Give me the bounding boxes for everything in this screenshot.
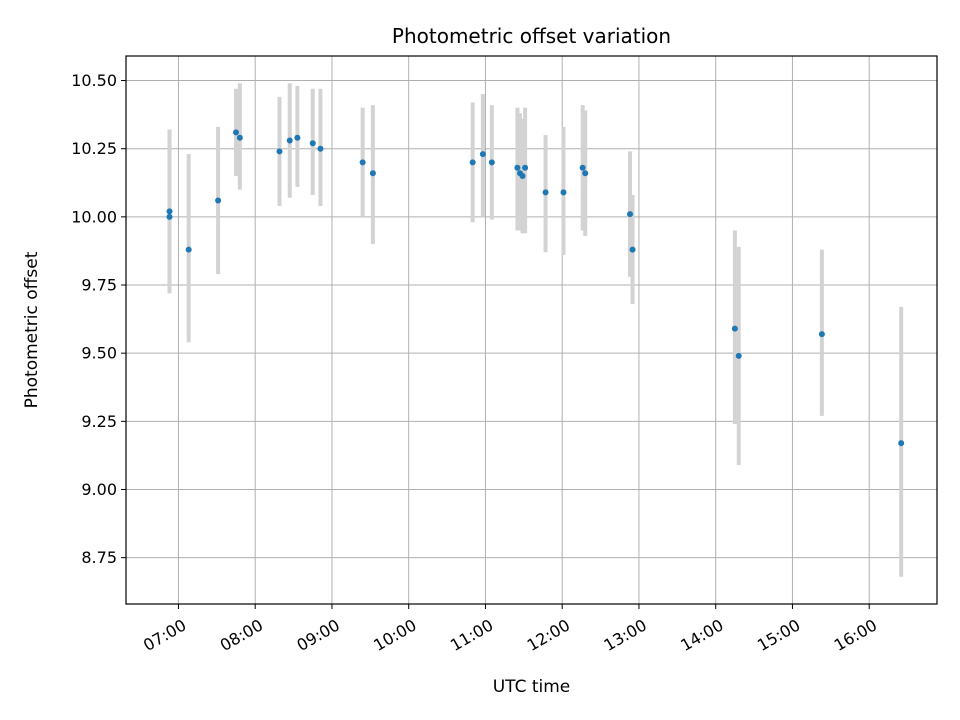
y-tick-label: 9.00 — [81, 480, 117, 499]
data-point — [276, 148, 283, 155]
x-axis-title: UTC time — [493, 677, 571, 697]
data-point — [215, 197, 222, 204]
x-tick-label: 12:00 — [524, 615, 573, 655]
data-points — [166, 129, 905, 447]
data-point — [488, 159, 495, 166]
data-point — [542, 189, 549, 196]
data-point — [286, 137, 293, 144]
x-tick-label: 13:00 — [601, 615, 650, 655]
data-point — [560, 189, 567, 196]
data-point — [818, 331, 825, 338]
x-tick-label: 15:00 — [754, 615, 803, 655]
data-point — [317, 145, 324, 152]
data-point — [479, 151, 486, 158]
y-axis-title: Photometric offset — [22, 251, 42, 408]
chart-title: Photometric offset variation — [392, 24, 671, 48]
data-point — [185, 246, 192, 253]
data-point — [469, 159, 476, 166]
data-point — [522, 164, 529, 171]
data-point — [514, 164, 521, 171]
data-point — [735, 352, 742, 359]
y-tick-label: 10.25 — [71, 139, 117, 158]
y-tick-label: 9.50 — [81, 344, 117, 363]
data-point — [309, 140, 316, 147]
x-tick-label: 10:00 — [370, 615, 419, 655]
data-point — [166, 208, 173, 215]
x-tick-label: 14:00 — [677, 615, 726, 655]
data-point — [359, 159, 366, 166]
y-tick-label: 9.25 — [81, 412, 117, 431]
data-point — [629, 246, 636, 253]
x-tick-label: 09:00 — [294, 615, 343, 655]
y-tick-label: 9.75 — [81, 276, 117, 295]
data-point — [519, 172, 526, 179]
axis-ticks: 07:00 08:00 09:00 10:00 11:00 12:00 13:00 14:00… — [71, 71, 880, 655]
data-point — [236, 134, 243, 141]
y-tick-label: 8.75 — [81, 548, 117, 567]
plot-area-frame — [125, 55, 938, 605]
data-point — [582, 170, 589, 177]
data-point — [369, 170, 376, 177]
data-point — [626, 211, 633, 218]
data-point — [294, 134, 301, 141]
data-point — [579, 164, 586, 171]
data-point — [898, 440, 905, 447]
data-point — [166, 213, 173, 220]
x-tick-label: 08:00 — [217, 615, 266, 655]
error-bars — [167, 83, 904, 577]
x-tick-label: 16:00 — [831, 615, 880, 655]
data-point — [731, 325, 738, 332]
x-tick-label: 07:00 — [140, 615, 189, 655]
y-tick-label: 10.00 — [71, 207, 117, 226]
data-point — [233, 129, 240, 136]
grid — [126, 56, 937, 604]
y-tick-label: 10.50 — [71, 71, 117, 90]
x-tick-label: 11:00 — [447, 615, 496, 655]
